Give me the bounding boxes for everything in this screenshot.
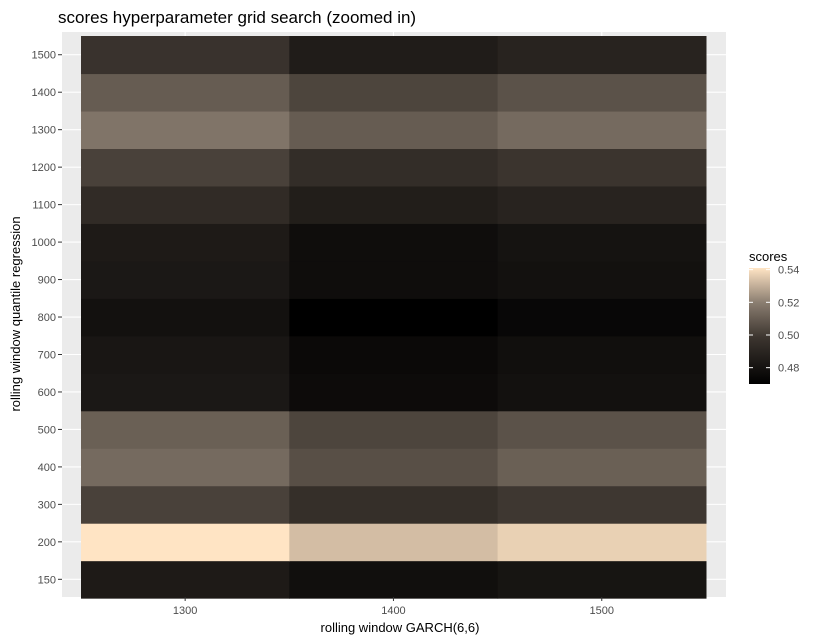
legend-title: scores	[749, 249, 788, 264]
heatmap-cell	[497, 185, 707, 224]
heatmap-cell	[81, 448, 290, 487]
heatmap-cell	[289, 148, 499, 187]
legend-colorbar	[749, 268, 770, 384]
y-tick-label: 300	[38, 499, 56, 511]
heatmap-cell	[497, 523, 707, 562]
heatmap-cell	[81, 110, 290, 150]
y-tick-label: 1000	[32, 237, 56, 249]
x-tick-label: 1300	[173, 605, 197, 617]
x-axis-label: rolling window GARCH(6,6)	[321, 620, 480, 635]
heatmap-cell	[81, 373, 290, 412]
heatmap-cell	[289, 560, 499, 599]
heatmap-cell	[497, 36, 707, 75]
heatmap-cell	[289, 373, 499, 412]
y-tick-label: 1200	[32, 162, 56, 174]
heatmap-cells	[81, 36, 707, 599]
y-tick-label: 1500	[32, 50, 56, 62]
heatmap-cell	[497, 110, 707, 150]
heatmap-cell	[289, 185, 499, 224]
color-legend: scores 0.48 0.50 0.52 0.54	[749, 249, 799, 384]
y-tick-label: 1300	[32, 125, 56, 137]
heatmap-cell	[81, 148, 290, 187]
legend-tick-label: 0.54	[778, 265, 799, 277]
x-tick-label: 1500	[590, 605, 614, 617]
heatmap-cell	[81, 335, 290, 374]
heatmap-cell	[497, 298, 707, 337]
heatmap-cell	[289, 73, 499, 112]
heatmap-cell	[81, 298, 290, 337]
heatmap-cell	[289, 36, 499, 75]
heatmap-cell	[81, 485, 290, 524]
heatmap-cell	[497, 335, 707, 374]
y-tick-label: 1100	[32, 200, 56, 212]
heatmap-cell	[289, 110, 499, 150]
heatmap-cell	[289, 523, 499, 562]
heatmap-cell	[289, 335, 499, 374]
heatmap-cell	[289, 485, 499, 524]
y-tick-label: 400	[38, 462, 56, 474]
y-tick-label: 700	[38, 349, 56, 361]
heatmap-cell	[497, 485, 707, 524]
heatmap-cell	[81, 260, 290, 299]
y-tick-label: 1400	[32, 87, 56, 99]
x-axis-ticks: 1300 1400 1500	[173, 597, 614, 617]
heatmap-cell	[81, 223, 290, 262]
y-tick-label: 500	[38, 424, 56, 436]
heatmap-cell	[497, 260, 707, 299]
heatmap-cell	[81, 185, 290, 224]
y-tick-label: 600	[38, 387, 56, 399]
heatmap-cell	[497, 448, 707, 487]
heatmap-cell	[81, 523, 290, 562]
heatmap-cell	[497, 223, 707, 262]
y-tick-label: 900	[38, 275, 56, 287]
legend-ticks: 0.48 0.50 0.52 0.54	[749, 265, 799, 375]
heatmap-cell	[289, 260, 499, 299]
heatmap-cell	[497, 73, 707, 112]
heatmap-cell	[81, 73, 290, 112]
legend-tick-label: 0.48	[778, 363, 799, 375]
chart-title: scores hyperparameter grid search (zoome…	[58, 8, 416, 27]
legend-tick-label: 0.52	[778, 297, 799, 309]
heatmap-cell	[81, 560, 290, 599]
legend-tick-label: 0.50	[778, 330, 799, 342]
x-tick-label: 1400	[381, 605, 405, 617]
y-tick-label: 800	[38, 312, 56, 324]
heatmap-cell	[289, 448, 499, 487]
heatmap-cell	[289, 223, 499, 262]
y-tick-label: 150	[38, 574, 56, 586]
y-tick-label: 200	[38, 537, 56, 549]
heatmap-cell	[497, 373, 707, 412]
heatmap-cell	[497, 410, 707, 449]
heatmap-cell	[497, 148, 707, 187]
y-axis-ticks: 150 200 300 400 500 600 700 800 900 1000 1100 1200 1…	[32, 50, 62, 586]
heatmap-cell	[289, 410, 499, 449]
y-axis-label: rolling window quantile regression	[8, 216, 23, 411]
heatmap-cell	[81, 410, 290, 449]
heatmap-cell	[81, 36, 290, 75]
heatmap-cell	[497, 560, 707, 599]
heatmap-cell	[289, 298, 499, 337]
